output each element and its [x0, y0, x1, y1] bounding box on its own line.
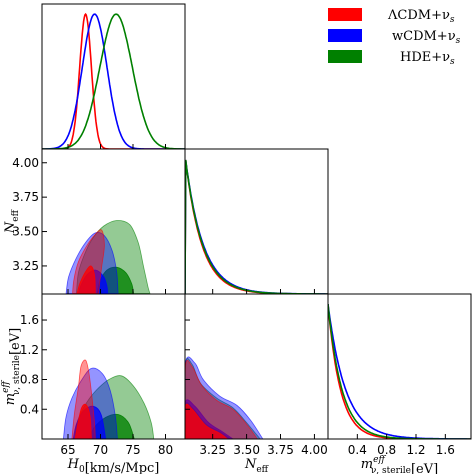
marginal-curve-H0-wcdm	[42, 13, 185, 149]
panels-layer: 65 70 75 80 3.25 3.50 3.75 4.00 0.4 0.8 1.2 1.6 3.25…	[1, 3, 472, 474]
xtick-label-Neff: 3.50	[233, 443, 260, 457]
legend-swatch-lcdm	[328, 8, 362, 21]
contour-panel-meff_vs_Neff	[184, 293, 329, 440]
xtick-label-H0: 75	[125, 443, 140, 457]
marginal-curve-meff-hde	[328, 304, 471, 439]
xtick-label-meff: 0.8	[377, 443, 396, 457]
xtick-label-H0: 80	[158, 443, 173, 457]
ytick-label-Neff: 4.00	[12, 156, 39, 170]
xtick-label-H0: 70	[93, 443, 108, 457]
ytick-label-Neff: 3.50	[12, 225, 39, 239]
xlabel-meff: meff ν, sterile[eV]	[361, 455, 438, 474]
legend-label-hde: HDE+νs	[400, 50, 455, 67]
contour-panel-Neff_vs_H0	[41, 148, 186, 295]
contour-meff_vs_H0-lcdm-inner	[74, 403, 92, 439]
ytick-label-meff: 1.2	[20, 343, 39, 357]
ytick-label-Neff: 3.25	[12, 259, 39, 273]
legend-label-lcdm: ΛCDM+νs	[387, 8, 455, 25]
legend-swatch-hde	[328, 50, 362, 63]
ytick-label-meff: 1.6	[20, 313, 39, 327]
xtick-label-H0: 65	[60, 443, 75, 457]
contour-Neff_vs_H0-wcdm-outer	[65, 232, 119, 294]
xlabel-Neff: Neff	[244, 457, 269, 474]
contour-meff_vs_H0-wcdm-outer	[62, 367, 118, 439]
contour-Neff_vs_H0-lcdm-outer	[72, 229, 105, 294]
ylabel-meff: meffν, sterile[eV]	[1, 328, 23, 405]
xtick-label-meff: 1.2	[406, 443, 425, 457]
xlabel-H0: H0[km/s/Mpc]	[67, 457, 160, 474]
xtick-label-meff: 0.4	[348, 443, 367, 457]
xtick-label-Neff: 4.00	[301, 443, 328, 457]
contour-meff_vs_Neff-lcdm-outer	[185, 359, 258, 439]
ytick-label-meff: 0.4	[20, 402, 39, 416]
ytick-label-meff: 0.8	[20, 373, 39, 387]
contour-Neff_vs_H0-lcdm-inner	[76, 265, 96, 294]
xtick-label-Neff: 3.25	[199, 443, 226, 457]
contour-panel-meff_vs_H0	[41, 293, 186, 440]
xtick-label-meff: 1.6	[436, 443, 455, 457]
xtick-label-Neff: 3.75	[267, 443, 294, 457]
legend-label-wcdm: wCDM+νs	[392, 29, 461, 46]
ytick-label-Neff: 3.75	[12, 190, 39, 204]
ylabel-Neff: Neff	[3, 209, 21, 234]
legend: ΛCDM+νs wCDM+νs HDE+νs	[328, 8, 461, 67]
panel-frame-meff_vs_Neff	[184, 293, 329, 440]
marginal-curve-H0-hde	[42, 13, 185, 149]
legend-swatch-wcdm	[328, 29, 362, 42]
